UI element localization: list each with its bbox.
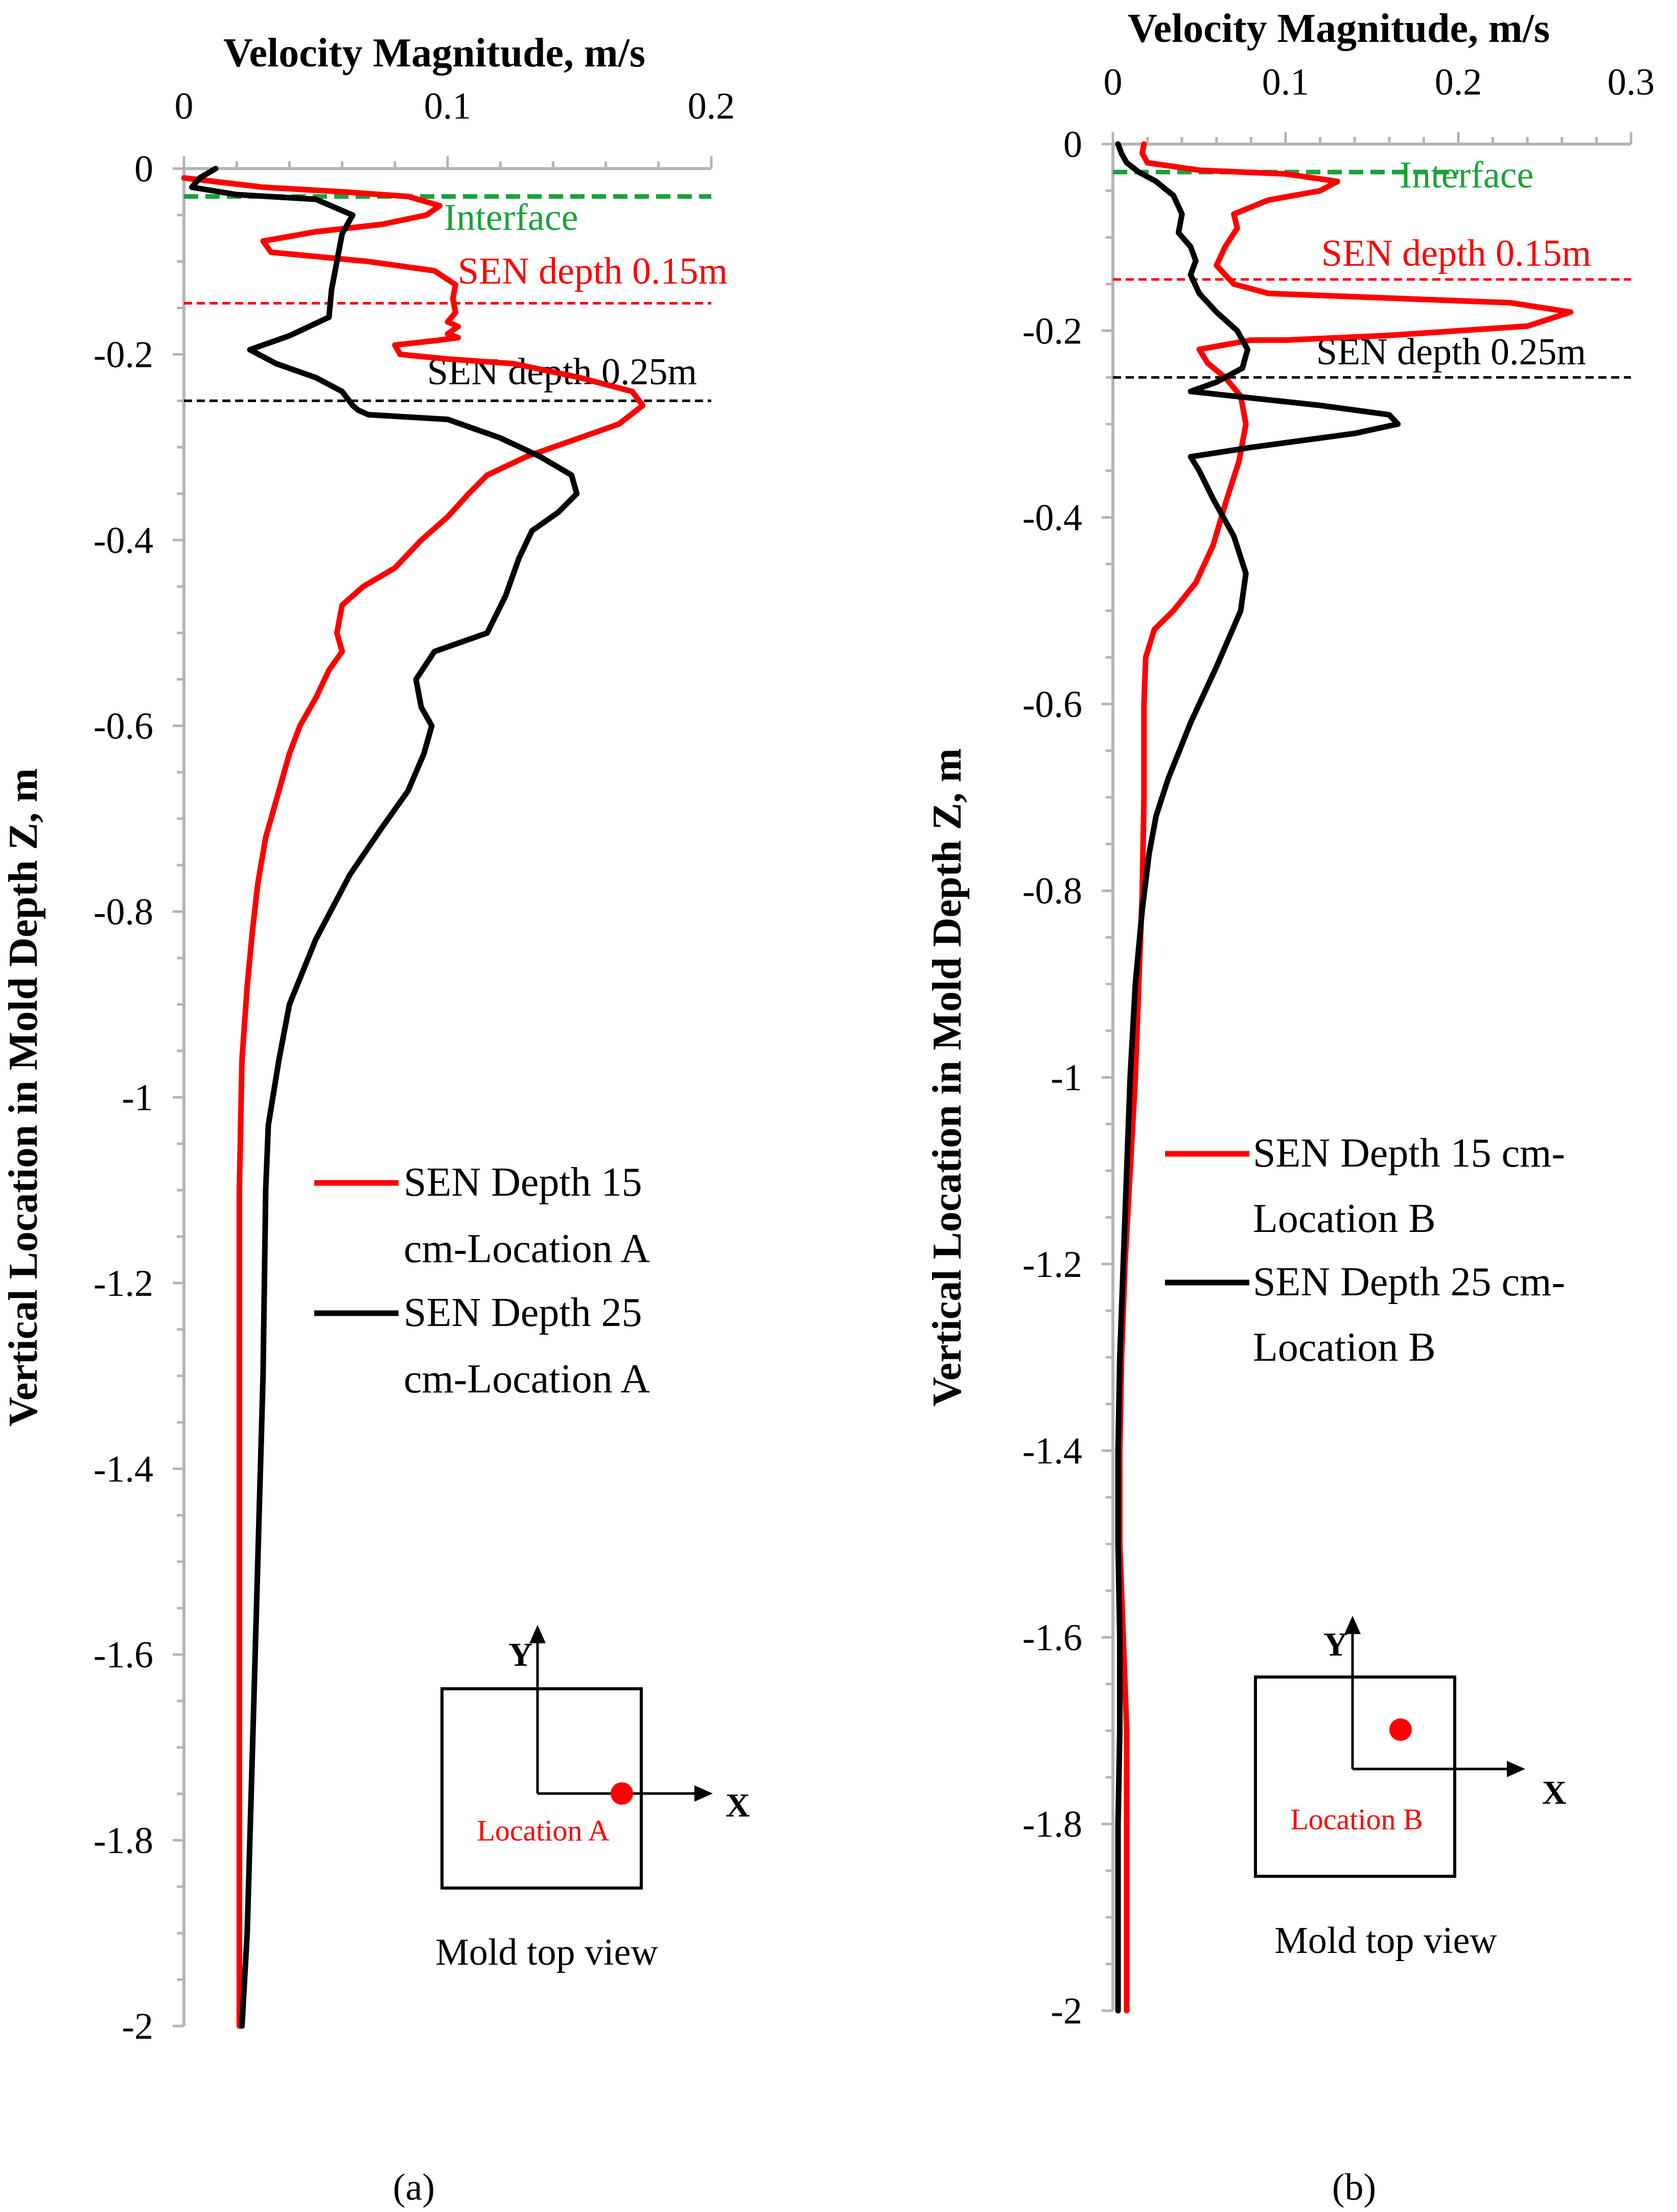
legend-label-b: Location B <box>1253 1325 1436 1370</box>
x-arrowhead-b <box>1507 1761 1525 1777</box>
y-arrowhead-a <box>529 1625 546 1643</box>
location-marker-a <box>611 1782 633 1805</box>
x-tick-label-a: 0.2 <box>688 85 735 127</box>
inset-x-label-a: X <box>726 1787 750 1824</box>
y-tick-label-a: -2 <box>122 2006 153 2047</box>
y-tick-label-b: 0 <box>1063 124 1082 166</box>
x-tick-label-b: 0 <box>1104 61 1123 103</box>
y-arrowhead-b <box>1344 1616 1361 1634</box>
y-tick-label-a: -0.2 <box>94 334 153 376</box>
legend-label-a: cm-Location A <box>404 1357 650 1402</box>
y-tick-label-a: 0 <box>134 148 153 190</box>
legend-label-a: cm-Location A <box>404 1226 650 1271</box>
location-label-a: Location A <box>477 1814 609 1847</box>
legend-label-b: SEN Depth 15 cm- <box>1253 1131 1565 1176</box>
y-tick-label-b: -0.8 <box>1022 870 1082 912</box>
y-tick-label-b: -0.6 <box>1022 684 1082 726</box>
y-tick-label-a: -1 <box>122 1077 153 1119</box>
legend-label-a: SEN Depth 25 <box>404 1290 642 1335</box>
x-axis-title-a: Velocity Magnitude, m/s <box>223 31 645 76</box>
inset-y-label-a: Y <box>508 1636 533 1673</box>
y-tick-label-a: -0.8 <box>94 891 153 933</box>
x-tick-label-b: 0.3 <box>1608 61 1655 103</box>
legend-label-b: SEN Depth 25 cm- <box>1253 1260 1565 1305</box>
reference-label-b: SEN depth 0.15m <box>1321 232 1591 274</box>
series-line-b-2 <box>1115 141 1401 2014</box>
y-tick-label-b: -0.4 <box>1022 497 1082 539</box>
y-tick-label-b: -0.2 <box>1022 310 1082 352</box>
y-tick-label-a: -1.2 <box>94 1263 153 1305</box>
legend-label-a: SEN Depth 15 <box>404 1160 642 1205</box>
reference-label-a: Interface <box>444 197 578 239</box>
reference-label-b: Interface <box>1400 154 1534 196</box>
inset-x-label-b: X <box>1542 1774 1567 1811</box>
x-tick-label-a: 0.1 <box>424 85 472 127</box>
y-tick-label-a: -1.4 <box>94 1449 153 1491</box>
y-tick-label-b: -1.6 <box>1022 1617 1082 1659</box>
inset-caption-b: Mold top view <box>1274 1920 1497 1962</box>
y-tick-label-a: -0.6 <box>94 706 153 748</box>
reference-label-a: SEN depth 0.15m <box>458 250 728 292</box>
series-line-a-1 <box>181 175 646 2029</box>
y-tick-label-b: -1.4 <box>1022 1430 1082 1472</box>
series-line-b-1 <box>1117 141 1574 2014</box>
y-tick-label-b: -2 <box>1051 1990 1082 2032</box>
y-tick-label-b: -1.8 <box>1022 1804 1082 1846</box>
y-axis-title-b: Vertical Location in Mold Depth Z, m <box>925 748 970 1406</box>
x-tick-label-a: 0 <box>175 85 194 127</box>
x-tick-label-b: 0.1 <box>1262 61 1310 103</box>
y-tick-label-a: -1.6 <box>94 1634 153 1676</box>
inset-caption-a: Mold top view <box>435 1931 658 1973</box>
mold-outline-a <box>440 1687 643 1890</box>
location-label-b: Location B <box>1290 1803 1423 1836</box>
x-tick-label-b: 0.2 <box>1435 61 1482 103</box>
y-axis-title-a: Vertical Location in Mold Depth Z, m <box>1 768 46 1426</box>
y-tick-label-b: -1 <box>1051 1057 1082 1099</box>
location-marker-b <box>1389 1718 1412 1741</box>
mold-outline-b <box>1254 1675 1456 1878</box>
y-tick-label-b: -1.2 <box>1022 1244 1082 1286</box>
x-arrowhead-a <box>694 1785 713 1802</box>
y-tick-label-a: -1.8 <box>94 1820 153 1862</box>
panel-caption-a: (a) <box>393 2167 435 2208</box>
legend-label-b: Location B <box>1253 1196 1436 1241</box>
x-axis-title-b: Velocity Magnitude, m/s <box>1128 6 1550 51</box>
series-line-a-2 <box>189 166 580 2029</box>
inset-y-label-b: Y <box>1323 1626 1348 1663</box>
panel-caption-b: (b) <box>1332 2167 1376 2208</box>
y-tick-label-a: -0.4 <box>94 520 153 562</box>
